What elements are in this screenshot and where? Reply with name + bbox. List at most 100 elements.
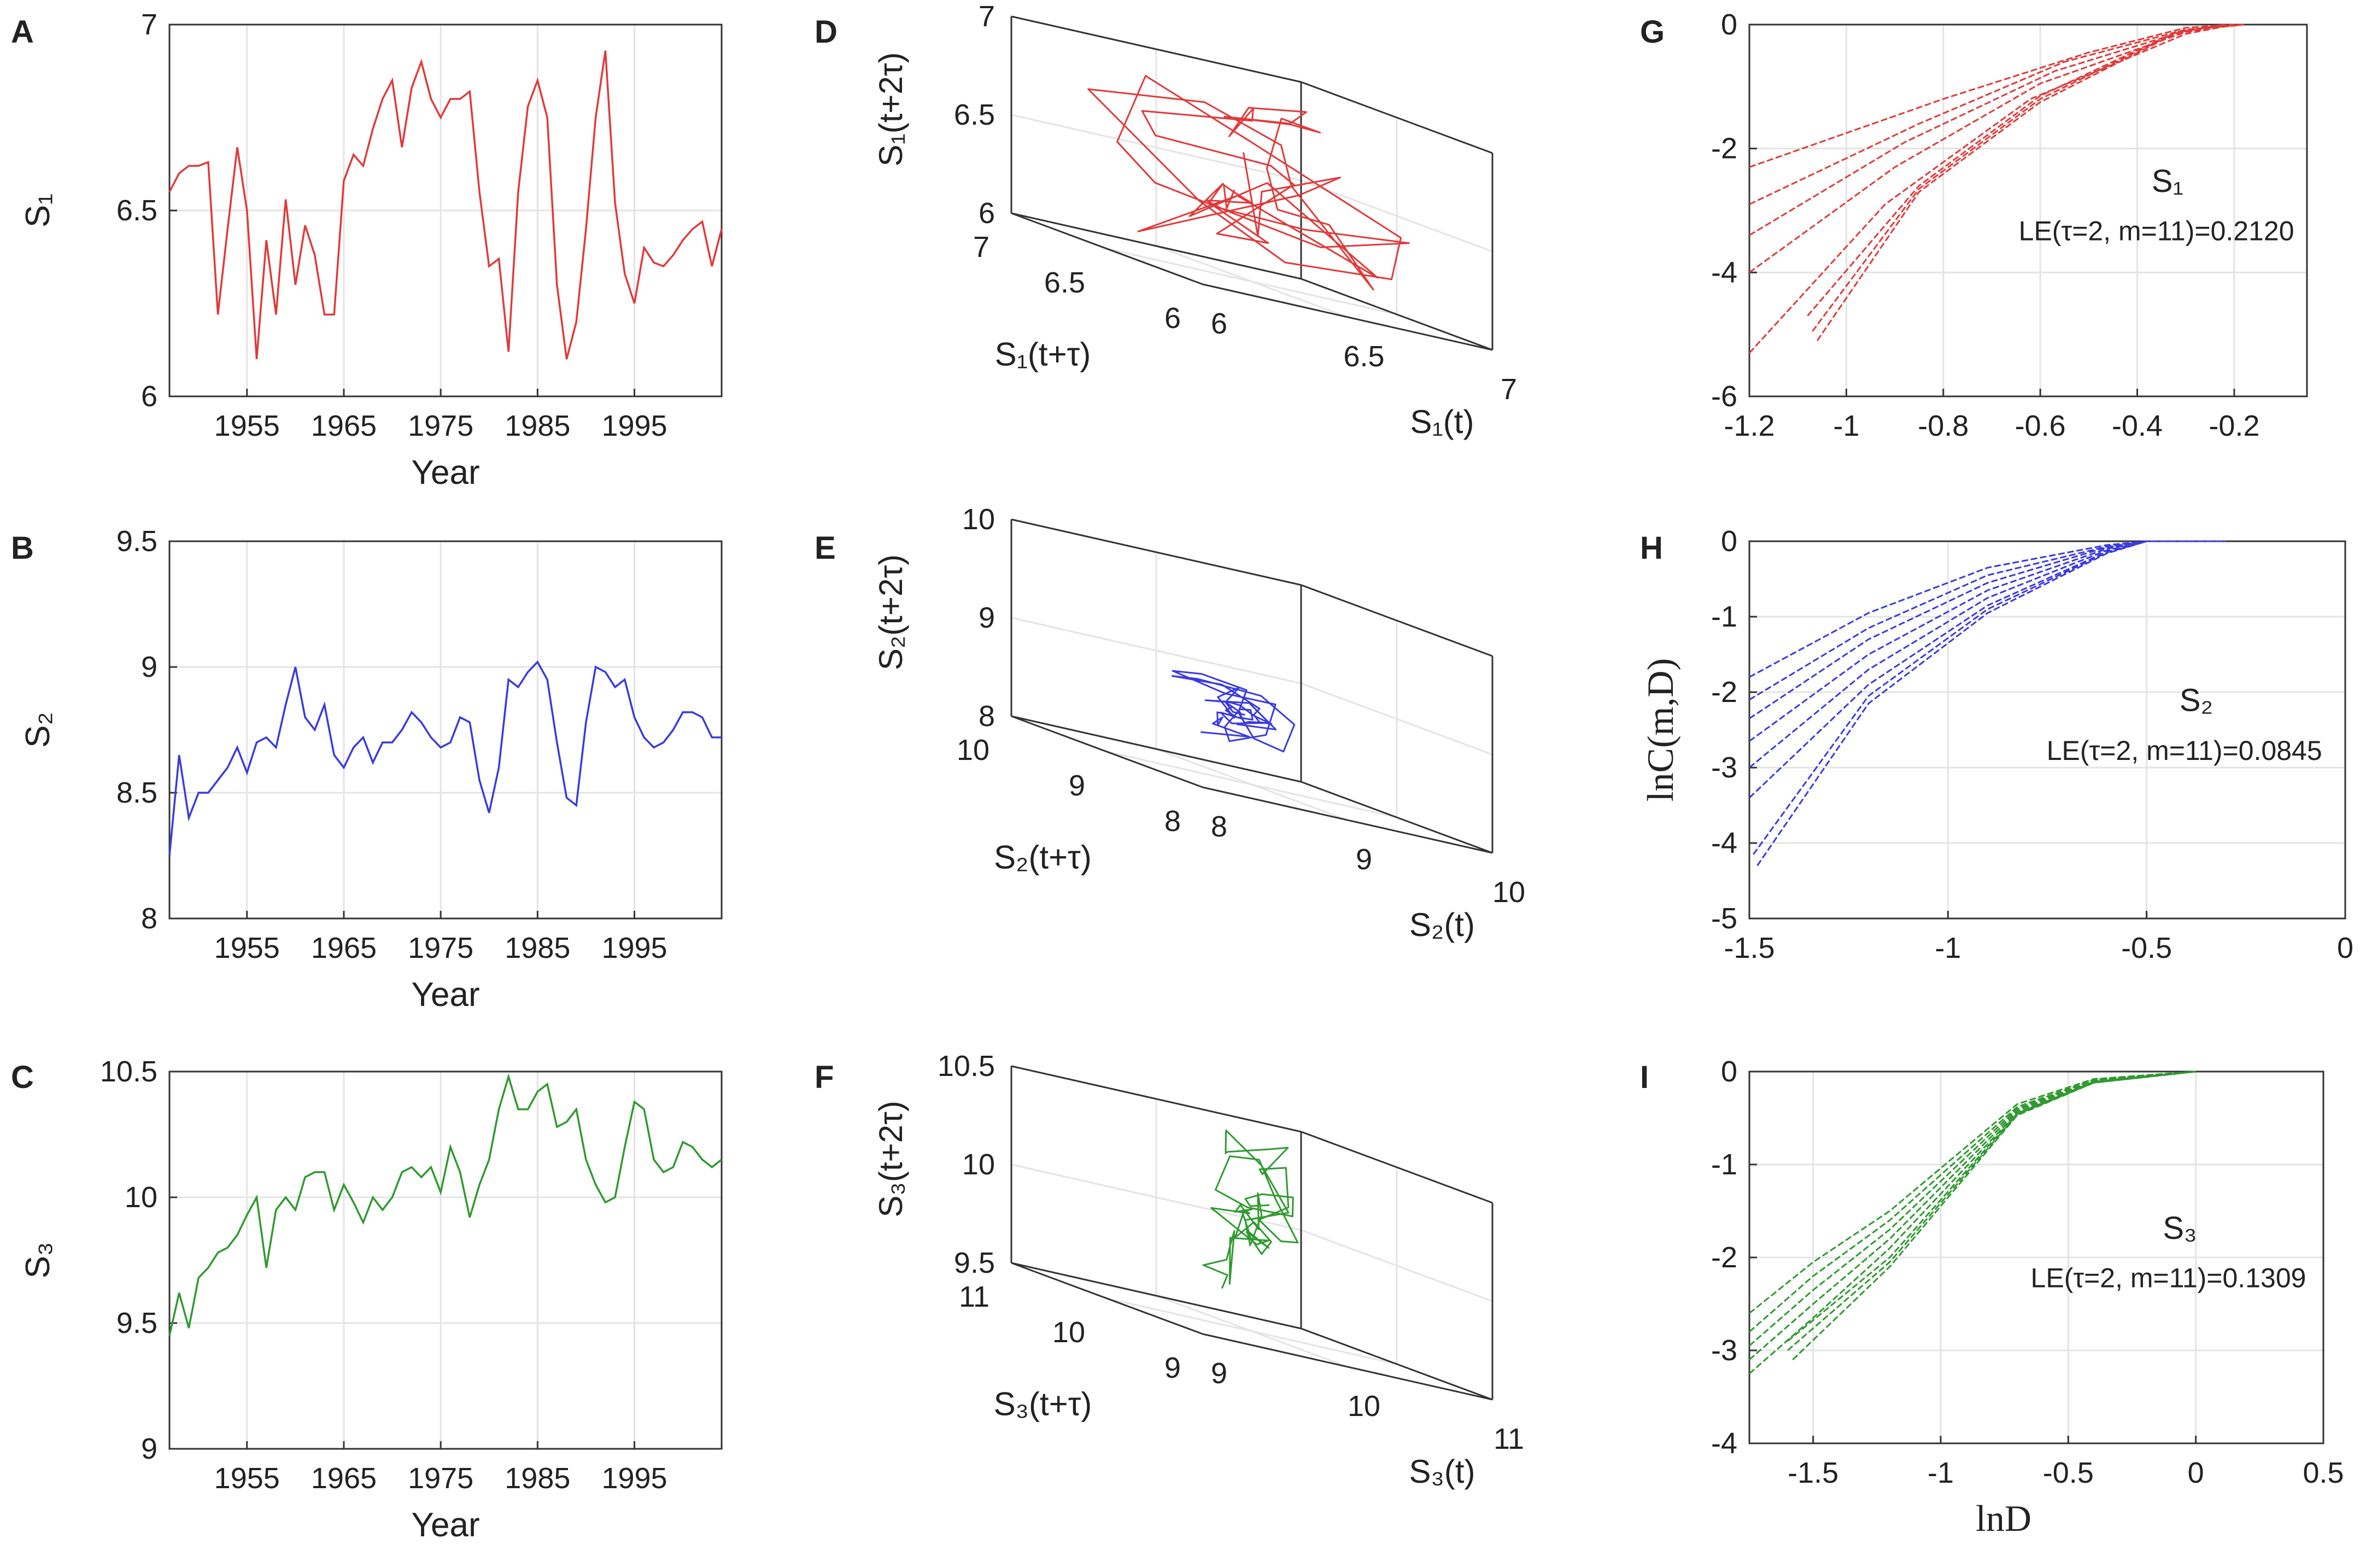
panel-label-e: E bbox=[815, 530, 836, 566]
series-line-m6 bbox=[1787, 1070, 2196, 1342]
axis-y bbox=[1011, 1262, 1203, 1335]
x-tick-label: 1985 bbox=[505, 1462, 570, 1495]
grid-line bbox=[1301, 1229, 1493, 1302]
x-tick-label: -0.2 bbox=[2209, 409, 2259, 442]
panel-label-i: I bbox=[1640, 1060, 1649, 1095]
x-tick-label: 1995 bbox=[601, 409, 667, 442]
x-axis-title: S₁(t) bbox=[1410, 403, 1474, 440]
x-tick-label: -0.5 bbox=[2121, 932, 2172, 964]
y-tick-label: 9.5 bbox=[116, 525, 157, 558]
x-tick-label: -1.5 bbox=[1724, 932, 1774, 964]
x-tick-label: 1975 bbox=[408, 409, 473, 442]
x-tick-label: -1 bbox=[1833, 409, 1859, 442]
y-tick-label: -4 bbox=[1711, 1427, 1737, 1460]
box-edge bbox=[1301, 781, 1493, 854]
grid-line bbox=[1011, 617, 1302, 684]
z-tick-label: 6.5 bbox=[954, 98, 995, 131]
y-tick-label: -2 bbox=[1711, 132, 1737, 165]
phase-trajectory-s1 bbox=[1087, 75, 1410, 291]
box-edge bbox=[1011, 15, 1302, 83]
x-tick-label: 6 bbox=[1211, 307, 1227, 340]
x-tick-label: -1 bbox=[1935, 932, 1961, 964]
series-line-m5 bbox=[1749, 1070, 2196, 1374]
box-edge bbox=[1301, 1327, 1493, 1401]
z-tick-label: 7 bbox=[979, 0, 995, 33]
x-tick-label: 1995 bbox=[601, 1462, 667, 1495]
x-tick-label: 10 bbox=[1348, 1390, 1380, 1423]
x-tick-label: 0.5 bbox=[2303, 1456, 2344, 1489]
y-tick-label: -3 bbox=[1711, 1334, 1737, 1367]
y-axis-title: S₁(t+τ) bbox=[995, 336, 1091, 373]
series-line-s3 bbox=[168, 1073, 723, 1336]
x-axis-title: lnD bbox=[1976, 1497, 2031, 1539]
series-line-m2 bbox=[1749, 24, 2244, 206]
y-tick-label: 6.5 bbox=[116, 194, 157, 227]
x-tick-label: -0.4 bbox=[2112, 409, 2163, 442]
panel-label-c: C bbox=[11, 1060, 34, 1095]
box-edge bbox=[1011, 1065, 1302, 1133]
series-line-m7 bbox=[1787, 1070, 2196, 1351]
x-tick-label: 8 bbox=[1211, 810, 1227, 843]
grid-line bbox=[1011, 114, 1302, 182]
x-tick-label: 1955 bbox=[214, 409, 280, 442]
series-annotation: S₁ bbox=[2152, 163, 2183, 199]
axis-x bbox=[1202, 1333, 1493, 1401]
x-tick-label: -0.6 bbox=[2015, 409, 2066, 442]
series-line-m8 bbox=[1816, 24, 2225, 341]
box-edge bbox=[1011, 518, 1302, 586]
grid-line bbox=[1106, 248, 1397, 315]
y-axis-title: lnC(m,D) bbox=[1639, 658, 1681, 802]
x-axis-title: Year bbox=[411, 454, 479, 492]
y-tick-label: 10 bbox=[1052, 1316, 1085, 1349]
axis-y bbox=[1011, 212, 1203, 285]
grid-line bbox=[1106, 1297, 1397, 1365]
x-tick-label: -1 bbox=[1928, 1456, 1954, 1489]
y-tick-label: 9 bbox=[1069, 769, 1085, 802]
chart-panel-a: 1955 1965 1975 1985 1995 6 6.5 7 Year S₁ bbox=[19, 8, 723, 492]
chart-panel-b: 1955 1965 1975 1985 1995 8 8.5 9 9.5 Year S₂ bbox=[19, 525, 723, 1014]
x-tick-label: 1975 bbox=[408, 932, 473, 964]
y-tick-label: -2 bbox=[1711, 676, 1737, 709]
box-edge bbox=[1011, 715, 1302, 783]
x-tick-label: 1965 bbox=[311, 409, 377, 442]
chart-panel-c: 1955 1965 1975 1985 1995 9 9.5 10 10.5 Year S₃ bbox=[19, 1055, 723, 1544]
panel-label-h: H bbox=[1640, 530, 1663, 566]
axes-frame bbox=[168, 1070, 723, 1450]
box-edge bbox=[1301, 81, 1493, 154]
z-tick-label: 8 bbox=[979, 700, 995, 733]
z-axis-title: S₂(t+2τ) bbox=[872, 554, 909, 670]
x-tick-label: -1.5 bbox=[1788, 1456, 1838, 1489]
x-tick-label: 9 bbox=[1211, 1357, 1227, 1390]
series-line-m4 bbox=[1749, 24, 2235, 273]
series-line-m4 bbox=[1749, 540, 2147, 742]
axis-y bbox=[1011, 715, 1203, 788]
x-axis-title: Year bbox=[411, 976, 479, 1014]
series-line-m3 bbox=[1749, 24, 2244, 236]
phase-trajectory-s3 bbox=[1202, 1130, 1299, 1289]
series-line-m1 bbox=[1749, 24, 2235, 168]
y-tick-label: 0 bbox=[1721, 8, 1737, 41]
panel-label-d: D bbox=[815, 14, 838, 50]
y-axis-title: S₂(t+τ) bbox=[994, 839, 1092, 876]
y-tick-label: 6 bbox=[1164, 302, 1181, 335]
y-tick-label: -1 bbox=[1711, 1148, 1737, 1181]
y-tick-label: 10 bbox=[125, 1181, 157, 1214]
axes-frame bbox=[1748, 24, 2308, 397]
chart-panel-i: -1.5 -1 -0.5 0 0.5 -4 -3 -2 -1 0 lnD S₃ LE(τ=2, m=11… bbox=[1711, 1055, 2344, 1539]
grid-line bbox=[1301, 179, 1493, 253]
z-tick-label: 9.5 bbox=[954, 1247, 995, 1279]
z-axis-title: S₁(t+2τ) bbox=[872, 52, 909, 166]
lyapunov-annotation: LE(τ=2, m=11)=0.1309 bbox=[2031, 1262, 2306, 1293]
x-tick-label: 7 bbox=[1501, 373, 1517, 406]
y-tick-label: -4 bbox=[1711, 256, 1737, 289]
y-tick-label: 8 bbox=[141, 902, 157, 935]
chart-panel-g: -1.2 -1 -0.8 -0.6 -0.4 -0.2 -6 -4 -2 0 S₁ LE(τ=2, m… bbox=[1711, 8, 2308, 442]
x-axis-title: S₃(t) bbox=[1409, 1453, 1475, 1490]
box-edge bbox=[1011, 1262, 1302, 1330]
x-tick-label: 1985 bbox=[505, 409, 570, 442]
series-annotation: S₂ bbox=[2180, 683, 2213, 718]
y-tick-label: 11 bbox=[959, 1280, 989, 1313]
